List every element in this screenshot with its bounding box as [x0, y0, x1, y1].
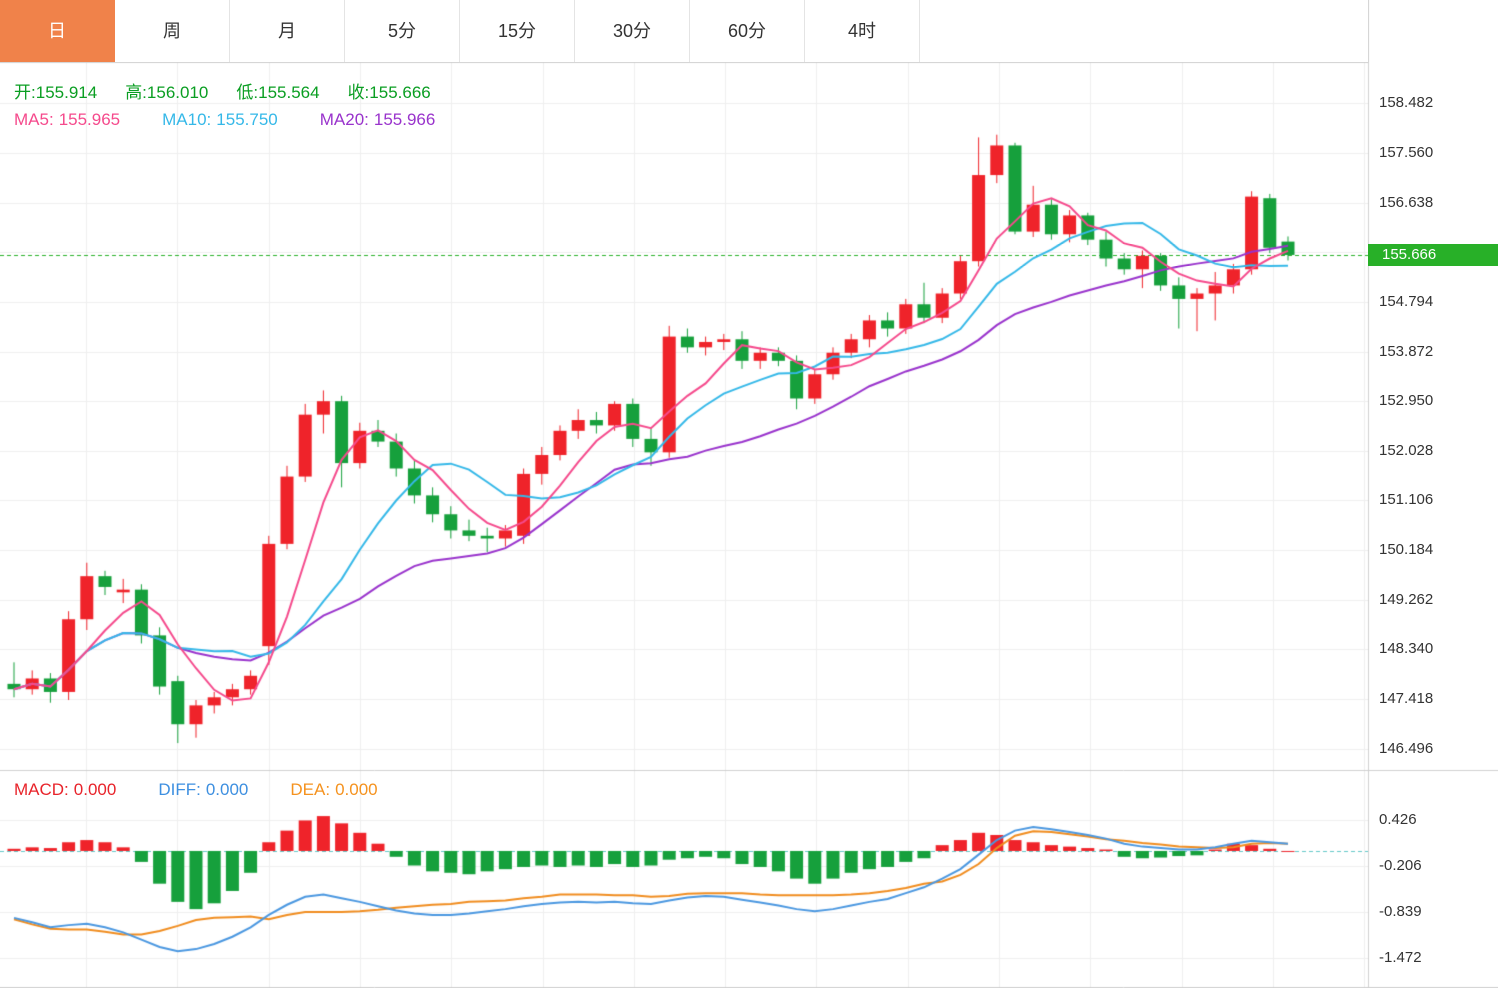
open-value: 开:155.914 [14, 83, 98, 102]
low-value: 低:155.564 [236, 83, 320, 102]
close-value: 收:155.666 [347, 83, 431, 102]
price-axis-label: 147.418 [1379, 690, 1434, 708]
price-axis-label: 150.184 [1379, 541, 1434, 559]
macd-axis-label: 0.426 [1379, 811, 1417, 828]
macd-axis-label: -0.206 [1379, 856, 1422, 874]
tab-15min[interactable]: 15分 [460, 0, 575, 62]
price-axis-label: 153.872 [1379, 342, 1434, 360]
tab-60min[interactable]: 60分 [690, 0, 805, 62]
price-axis-label: 148.340 [1379, 640, 1434, 658]
dea-value: DEA: 0.000 [290, 780, 378, 799]
tabs-filler [920, 0, 1368, 62]
tab-4hour[interactable]: 4时 [805, 0, 920, 62]
ma10-value: MA10: 155.750 [162, 110, 278, 129]
price-axis-label: 157.560 [1379, 143, 1434, 161]
macd-axis-label: -0.839 [1379, 902, 1422, 920]
price-axis-label: 152.028 [1379, 441, 1434, 459]
ma5-value: MA5: 155.965 [14, 110, 121, 129]
macd-value: MACD: 0.000 [14, 780, 117, 799]
tab-week[interactable]: 周 [115, 0, 230, 62]
price-axis-label: 149.262 [1379, 590, 1434, 608]
ma-legend: MA5: 155.965 MA10: 155.750 MA20: 155.966 [14, 110, 435, 130]
price-axis-label: 154.794 [1379, 292, 1434, 310]
tab-month[interactable]: 月 [230, 0, 345, 62]
tab-5min[interactable]: 5分 [345, 0, 460, 62]
macd-legend: MACD: 0.000 DIFF: 0.000 DEA: 0.000 [14, 780, 378, 800]
price-axis-label: 156.638 [1379, 193, 1434, 211]
price-axis-label: 158.482 [1379, 94, 1434, 112]
tab-day[interactable]: 日 [0, 0, 115, 62]
high-value: 高:156.010 [125, 83, 209, 102]
price-axis-label: 151.106 [1379, 491, 1434, 509]
timeframe-tabs: 日 周 月 5分 15分 30分 60分 4时 [0, 0, 1368, 62]
price-axis-label: 152.950 [1379, 392, 1434, 410]
tab-30min[interactable]: 30分 [575, 0, 690, 62]
macd-axis-label: -1.472 [1379, 948, 1422, 966]
current-price-tag: 155.666 [1368, 243, 1498, 266]
price-axis-label: 146.496 [1379, 739, 1434, 757]
ohlc-legend: 开:155.914 高:156.010 低:155.564 收:155.666 [14, 78, 431, 103]
diff-value: DIFF: 0.000 [158, 780, 249, 799]
ma20-value: MA20: 155.966 [319, 110, 436, 129]
